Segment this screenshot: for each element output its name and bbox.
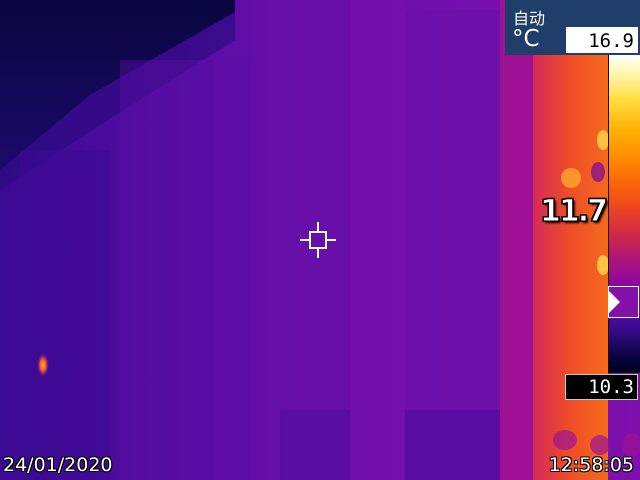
color-scale-bar xyxy=(608,55,640,373)
spot-temperature: 11.7 xyxy=(540,194,609,230)
max-temperature: 16.9 xyxy=(566,27,638,53)
crosshair-icon xyxy=(300,222,336,258)
triangle-right-icon xyxy=(609,291,620,313)
min-temperature: 10.3 xyxy=(565,374,638,400)
range-mode-label[interactable]: 自动 xyxy=(513,9,546,28)
unit-label: °C xyxy=(512,26,540,52)
date-stamp: 24/01/2020 xyxy=(3,454,113,476)
time-stamp: 12:58:05 xyxy=(548,454,634,476)
